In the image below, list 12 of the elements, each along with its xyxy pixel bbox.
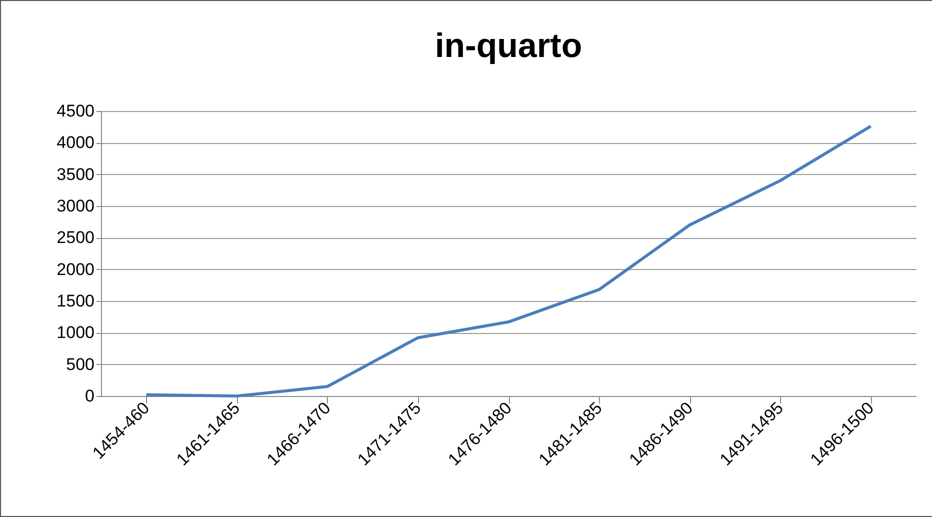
chart-title: in-quarto	[434, 27, 582, 65]
y-tick-label: 3500	[56, 164, 94, 184]
y-tick-label: 4500	[56, 102, 94, 120]
y-tick-label: 1500	[56, 292, 94, 310]
y-tick-label: 2500	[56, 228, 94, 248]
y-tick-label: 3000	[56, 196, 94, 216]
y-tick-label: 4000	[56, 133, 94, 152]
y-tick-label: 0	[85, 386, 94, 406]
line-series	[144, 124, 872, 398]
y-tick-label: 500	[66, 354, 94, 374]
y-tick-label: 2000	[56, 260, 94, 279]
y-tick-label: 1000	[56, 323, 94, 342]
